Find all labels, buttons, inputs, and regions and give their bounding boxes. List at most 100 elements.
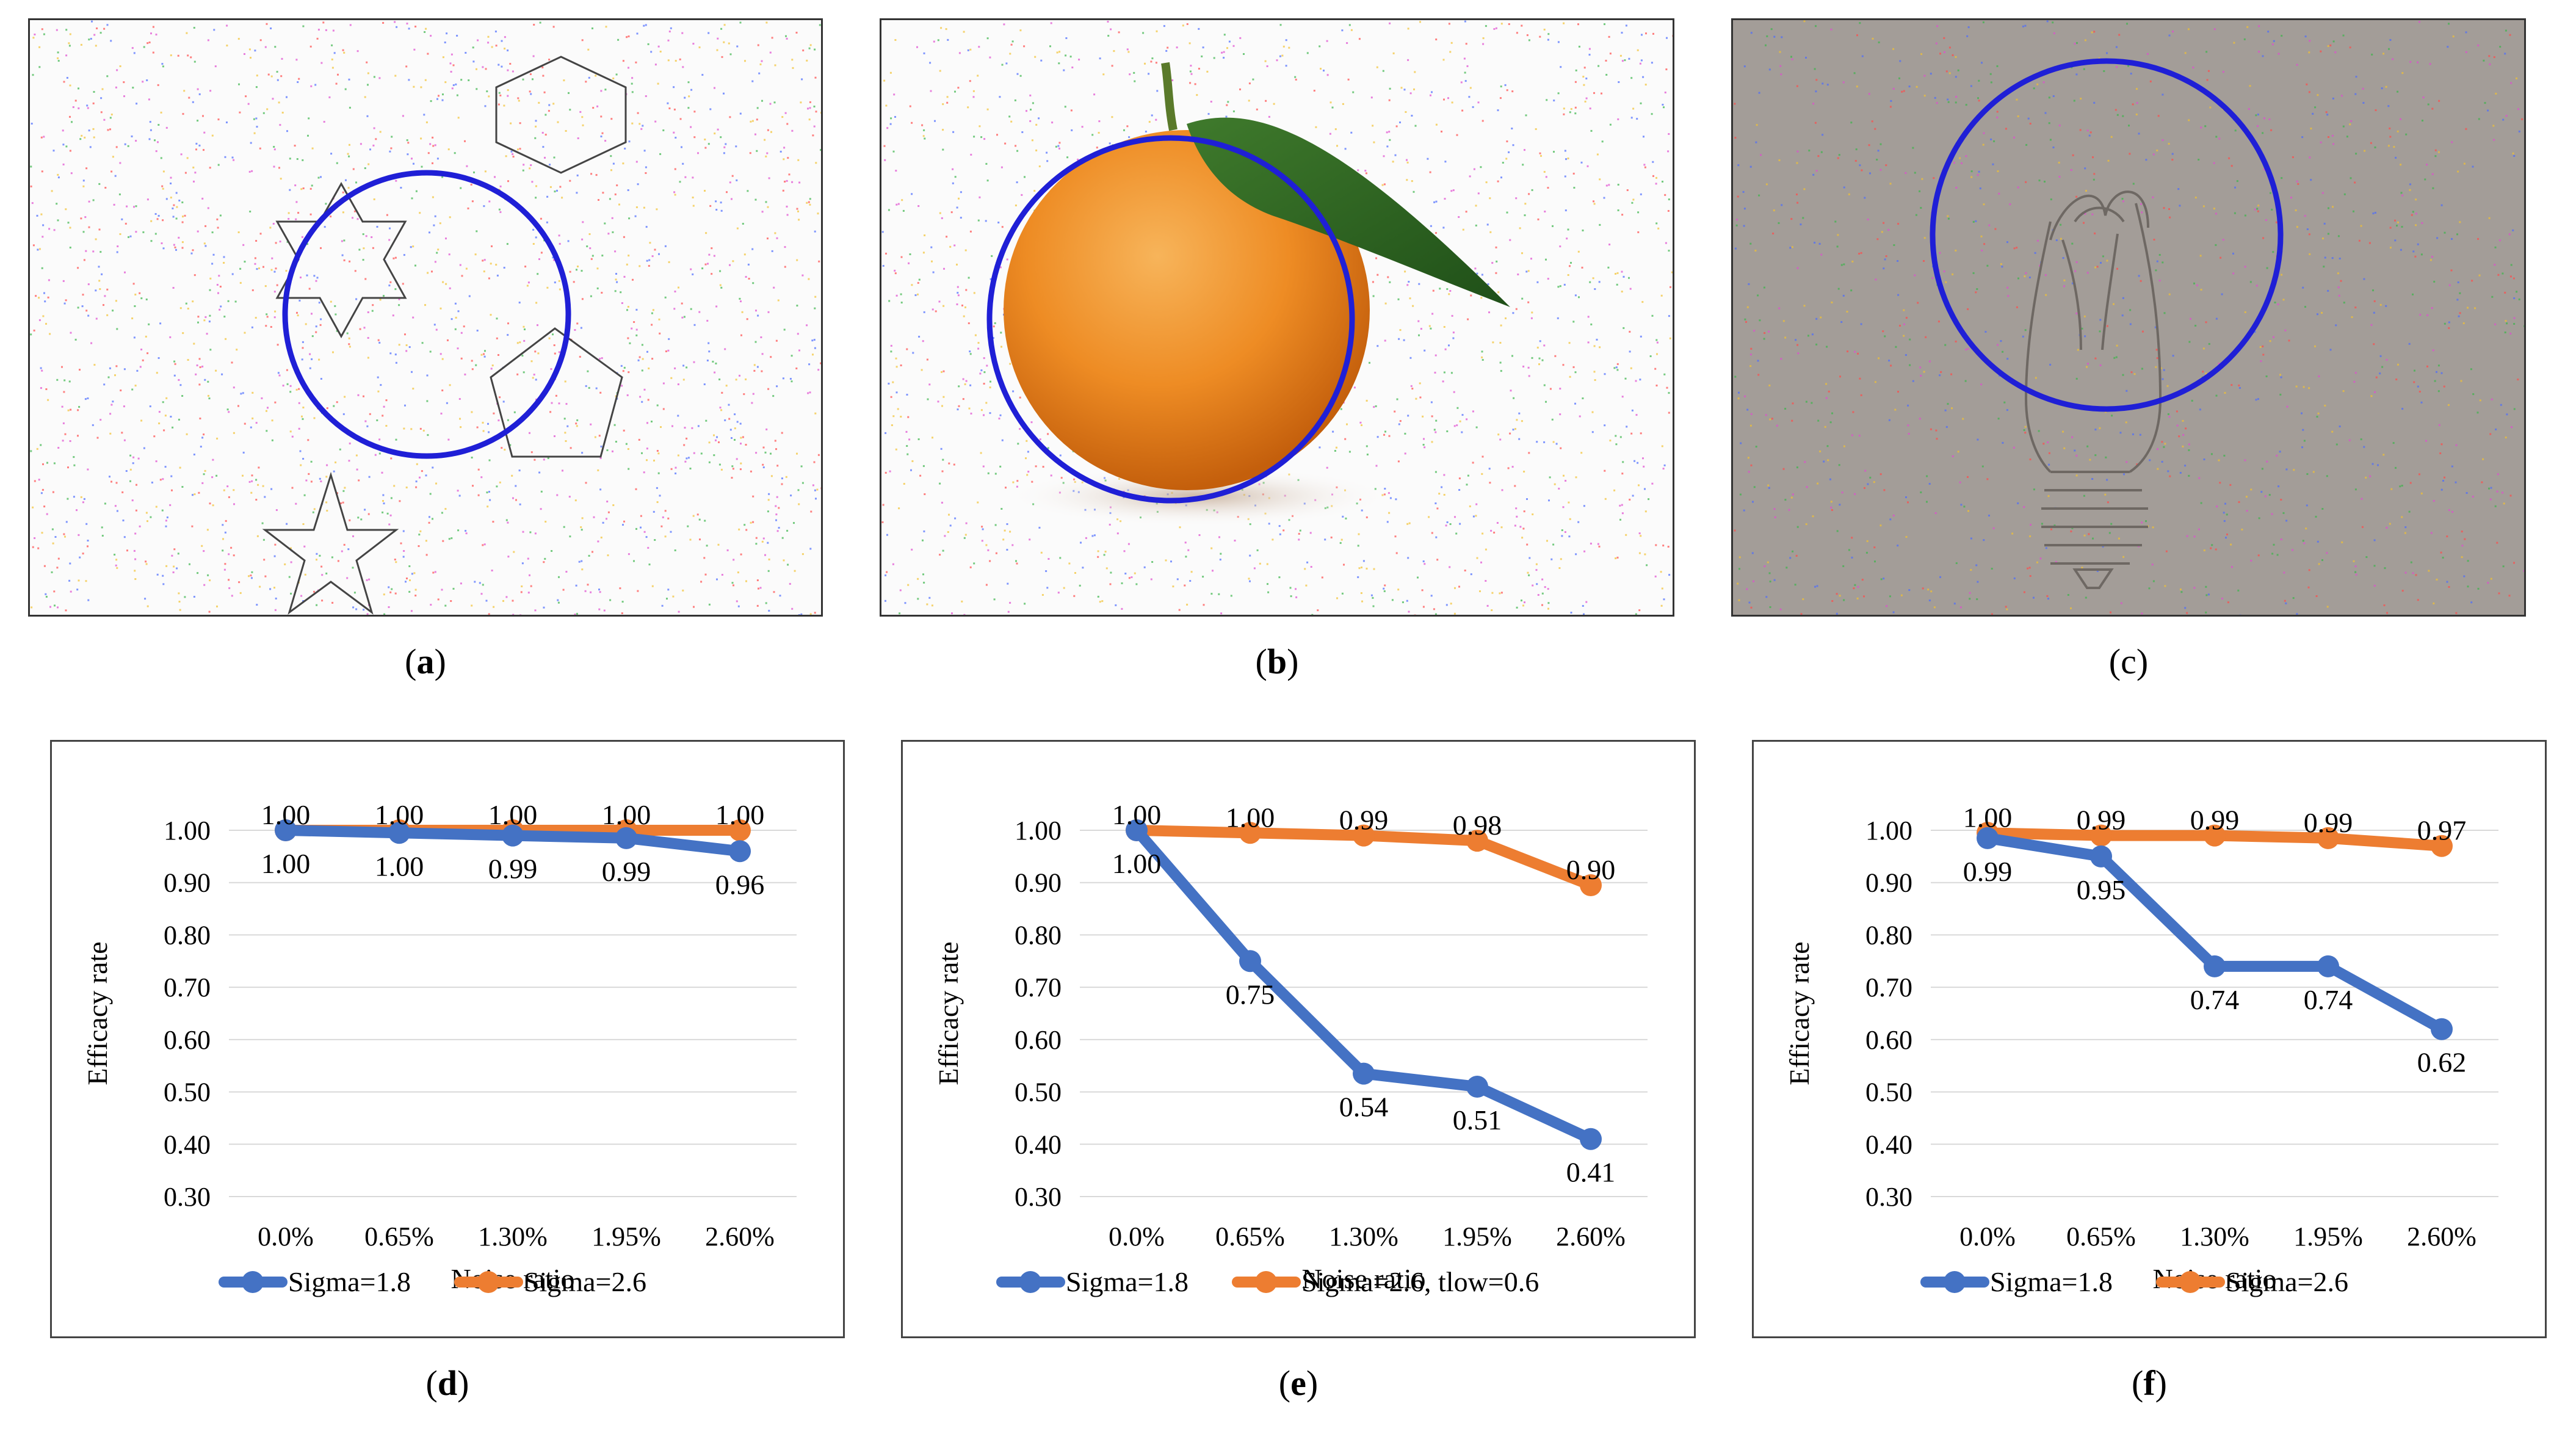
x-tick-label: 0.0% (1109, 1222, 1165, 1252)
image-a-shapes (28, 18, 823, 617)
y-tick-label: 0.30 (164, 1182, 211, 1212)
y-axis-label: Efficacy rate (933, 941, 964, 1085)
y-tick-label: 0.80 (1015, 920, 1062, 950)
y-tick-label: 0.90 (164, 868, 211, 898)
data-label: 0.99 (2190, 805, 2240, 836)
caption-c: (c) (2108, 642, 2149, 681)
orange-fruit (1004, 130, 1370, 490)
data-label: 1.00 (261, 848, 311, 879)
data-point (1580, 874, 1602, 896)
y-tick-label: 0.60 (164, 1025, 211, 1055)
y-tick-label: 1.00 (1865, 816, 1912, 846)
y-tick-label: 0.40 (1015, 1129, 1062, 1159)
chart-e: 1.00 0.90 0.80 0.70 0.60 0.50 0.40 0.30 0.0% 0.65… (901, 740, 1696, 1338)
data-label: 1.00 (602, 799, 651, 830)
x-tick-label: 0.65% (364, 1222, 434, 1252)
legend-marker (1019, 1271, 1041, 1293)
x-tick-label: 1.95% (1442, 1222, 1512, 1252)
data-point (1239, 950, 1261, 973)
chart-e-svg: 1.00 0.90 0.80 0.70 0.60 0.50 0.40 0.30 0.0% 0.65… (933, 799, 1648, 1297)
data-point (729, 819, 751, 841)
x-tick-label: 2.60% (1556, 1222, 1626, 1252)
y-tick-label: 0.60 (1015, 1025, 1062, 1055)
six-point-star-shape (275, 181, 407, 339)
image-c-bulb-sketch (1731, 18, 2526, 617)
x-tick-label: 1.30% (478, 1222, 548, 1252)
legend-marker (2179, 1271, 2201, 1293)
legend-marker (1255, 1271, 1277, 1293)
legend-label: Sigma=2.6 (524, 1266, 646, 1297)
data-label: 1.00 (375, 850, 424, 882)
x-tick-label: 0.0% (1959, 1222, 2016, 1252)
x-tick-label: 1.30% (2180, 1222, 2249, 1252)
chart-d: 1.00 0.90 0.80 0.70 0.60 0.50 0.40 0.30 0.0% 0.65… (50, 740, 845, 1338)
data-point (615, 827, 637, 849)
legend-marker (242, 1271, 264, 1293)
x-tick-label: 0.65% (2066, 1222, 2136, 1252)
y-tick-label: 0.90 (1865, 868, 1912, 898)
y-tick-label: 1.00 (1015, 816, 1062, 846)
data-point (1126, 819, 1148, 841)
legend-marker (1944, 1271, 1966, 1293)
data-label: 1.00 (261, 799, 311, 830)
x-tick-label: 1.95% (592, 1222, 661, 1252)
y-tick-label: 0.70 (1865, 973, 1912, 1002)
y-tick-label: 0.60 (1865, 1025, 1912, 1055)
five-point-star-shape (262, 471, 399, 615)
chart-d-svg: 1.00 0.90 0.80 0.70 0.60 0.50 0.40 0.30 0.0% 0.65… (82, 799, 797, 1297)
caption-b: (b) (1255, 642, 1299, 681)
data-point (2204, 955, 2226, 977)
caption-e: (e) (1278, 1363, 1319, 1403)
data-label: 0.74 (2190, 984, 2240, 1015)
data-point (2090, 845, 2112, 868)
bulb-sketch (2024, 190, 2162, 589)
y-tick-label: 0.70 (1015, 973, 1062, 1002)
data-point (2090, 824, 2112, 847)
x-tick-label: 2.60% (705, 1222, 775, 1252)
data-label: 1.00 (1112, 799, 1162, 830)
data-point (1977, 827, 1999, 849)
x-tick-label: 1.30% (1329, 1222, 1398, 1252)
data-label: 0.95 (2077, 874, 2126, 905)
data-label: 1.00 (375, 799, 424, 830)
data-label: 0.98 (1453, 810, 1502, 841)
data-point (2431, 835, 2453, 857)
chart-f: 1.00 0.90 0.80 0.70 0.60 0.50 0.40 0.30 0.0% 0.65… (1752, 740, 2547, 1338)
data-label: 1.00 (1112, 848, 1162, 879)
caption-a: (a) (405, 642, 446, 681)
data-point (1353, 1062, 1375, 1085)
data-label: 0.90 (1566, 854, 1616, 885)
y-tick-label: 1.00 (164, 816, 211, 846)
data-label: 0.51 (1453, 1104, 1502, 1136)
data-label: 0.99 (488, 853, 538, 885)
y-tick-label: 0.80 (164, 920, 211, 950)
data-label: 0.97 (2417, 815, 2467, 846)
caption-f: (f) (2132, 1363, 2167, 1403)
salt-pepper-noise (1734, 20, 2524, 615)
data-label: 1.00 (1226, 802, 1275, 833)
data-label: 1.00 (715, 799, 765, 830)
data-label: 0.99 (602, 856, 651, 887)
detected-circle (1930, 58, 2284, 412)
data-point (1580, 1128, 1602, 1150)
data-label: 0.96 (715, 869, 765, 900)
data-point (502, 824, 524, 847)
pentagon-shape (490, 327, 623, 458)
data-point (1239, 822, 1261, 844)
data-point (729, 840, 751, 863)
data-label: 0.75 (1226, 979, 1275, 1010)
detected-circle (986, 135, 1355, 504)
x-axis-label: Noise ratio (1301, 1263, 1425, 1294)
legend-marker (477, 1271, 499, 1293)
y-tick-label: 0.40 (164, 1129, 211, 1159)
data-point (1466, 1076, 1488, 1098)
data-point (1353, 824, 1375, 847)
y-tick-label: 0.50 (1865, 1078, 1912, 1107)
data-label: 0.99 (2077, 805, 2126, 836)
legend-label: Sigma=1.8 (1066, 1266, 1189, 1297)
x-tick-label: 0.0% (258, 1222, 314, 1252)
y-axis-label: Efficacy rate (82, 941, 113, 1085)
y-tick-label: 0.30 (1015, 1182, 1062, 1212)
legend-label: Sigma=1.8 (288, 1266, 411, 1297)
data-label: 1.00 (488, 799, 538, 830)
